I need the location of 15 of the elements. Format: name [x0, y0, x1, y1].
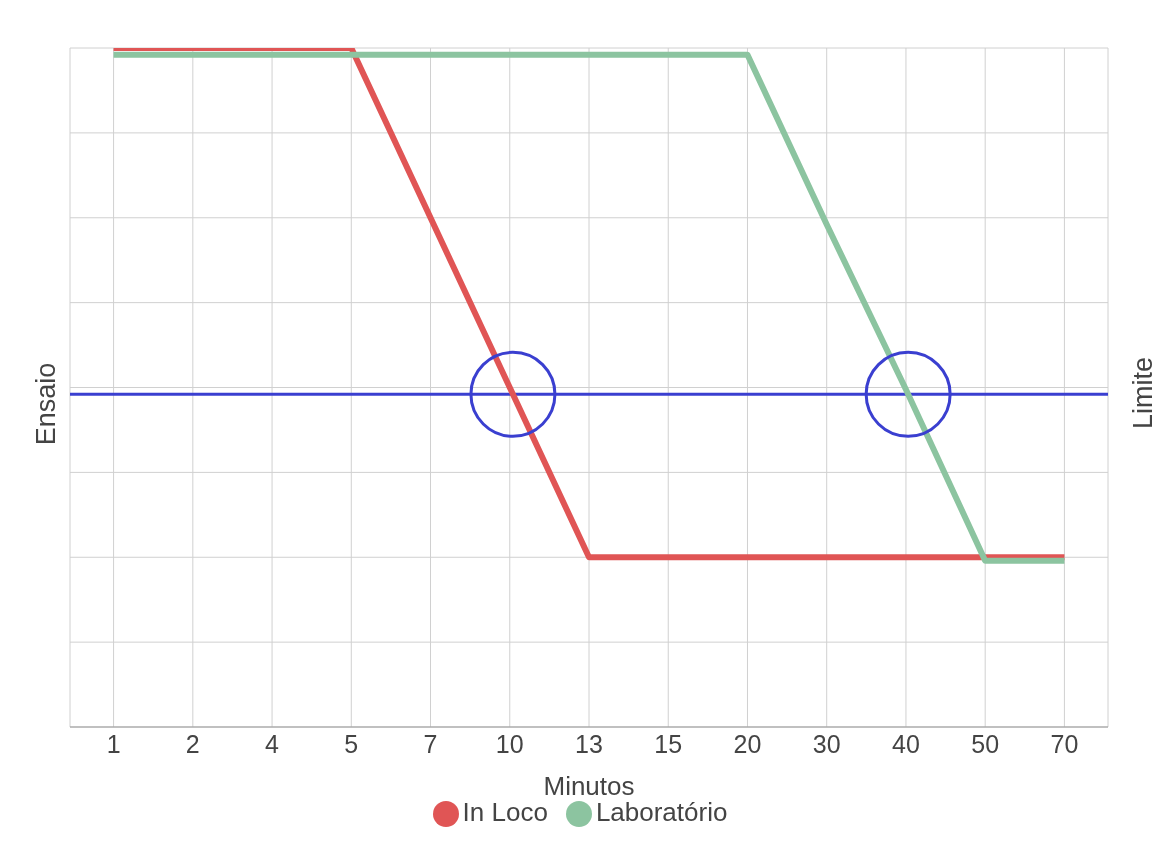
x-tick-label: 50	[971, 729, 1000, 758]
y-axis-title: Ensaio	[30, 362, 62, 446]
x-tick-label: 1	[106, 729, 121, 758]
x-tick-label: 5	[344, 729, 359, 758]
x-tick-label: 20	[733, 729, 762, 758]
x-tick-label: 40	[892, 729, 920, 758]
x-tick-label: 4	[265, 729, 280, 758]
x-tick-label: 7	[423, 729, 438, 758]
x-tick-label: 70	[1050, 729, 1079, 758]
x-tick-label: 10	[495, 729, 524, 758]
x-tick-label: 2	[185, 729, 200, 758]
x-tick-label: 30	[812, 729, 841, 758]
x-tick-label: 15	[654, 729, 683, 758]
y2-axis-title: Limite	[1127, 356, 1159, 430]
x-tick-label: 13	[575, 729, 603, 758]
